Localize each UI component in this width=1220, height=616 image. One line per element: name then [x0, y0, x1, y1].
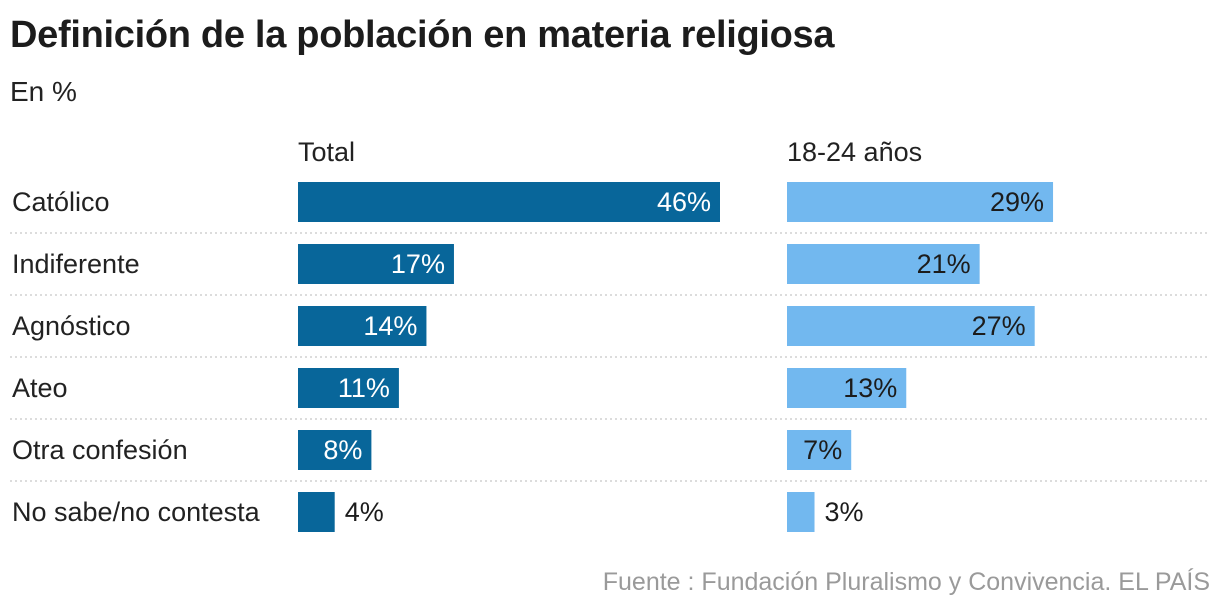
bar-0	[298, 244, 454, 284]
source-note: Fuente : Fundación Pluralismo y Conviven…	[602, 568, 1210, 596]
bar-0	[298, 492, 335, 532]
category-label: Ateo	[12, 373, 68, 403]
category-label: No sabe/no contesta	[12, 497, 261, 527]
data-label-1: 13%	[843, 373, 897, 403]
series-header-0: Total	[298, 137, 355, 167]
bar-1	[787, 368, 907, 408]
category-label: Católico	[12, 187, 110, 217]
bar-0	[298, 368, 399, 408]
data-label-0: 11%	[338, 373, 390, 403]
bar-1	[787, 430, 852, 470]
bar-0	[298, 430, 372, 470]
data-label-0: 14%	[363, 311, 417, 341]
category-label: Otra confesión	[12, 435, 188, 465]
data-label-0: 4%	[345, 497, 384, 527]
data-label-0: 46%	[657, 187, 711, 217]
chart-title: Definición de la población en materia re…	[10, 14, 835, 56]
data-label-1: 21%	[917, 249, 971, 279]
bar-1	[787, 306, 1035, 346]
bar-chart: Total 18-24 años Católico 46% 29% Indiferente…	[10, 137, 1208, 532]
chart-subtitle: En %	[10, 76, 77, 107]
category-label: Indiferente	[12, 249, 140, 279]
bar-1	[787, 244, 980, 284]
data-label-1: 27%	[972, 311, 1026, 341]
data-label-0: 17%	[391, 249, 445, 279]
bar-1	[787, 182, 1054, 222]
bar-0	[298, 182, 720, 222]
bar-1	[787, 492, 815, 532]
data-label-1: 7%	[803, 435, 842, 465]
data-label-1: 3%	[825, 497, 864, 527]
data-label-0: 8%	[323, 435, 362, 465]
bar-0	[298, 306, 427, 346]
category-label: Agnóstico	[12, 311, 131, 341]
data-label-1: 29%	[990, 187, 1044, 217]
series-header-1: 18-24 años	[787, 137, 922, 167]
